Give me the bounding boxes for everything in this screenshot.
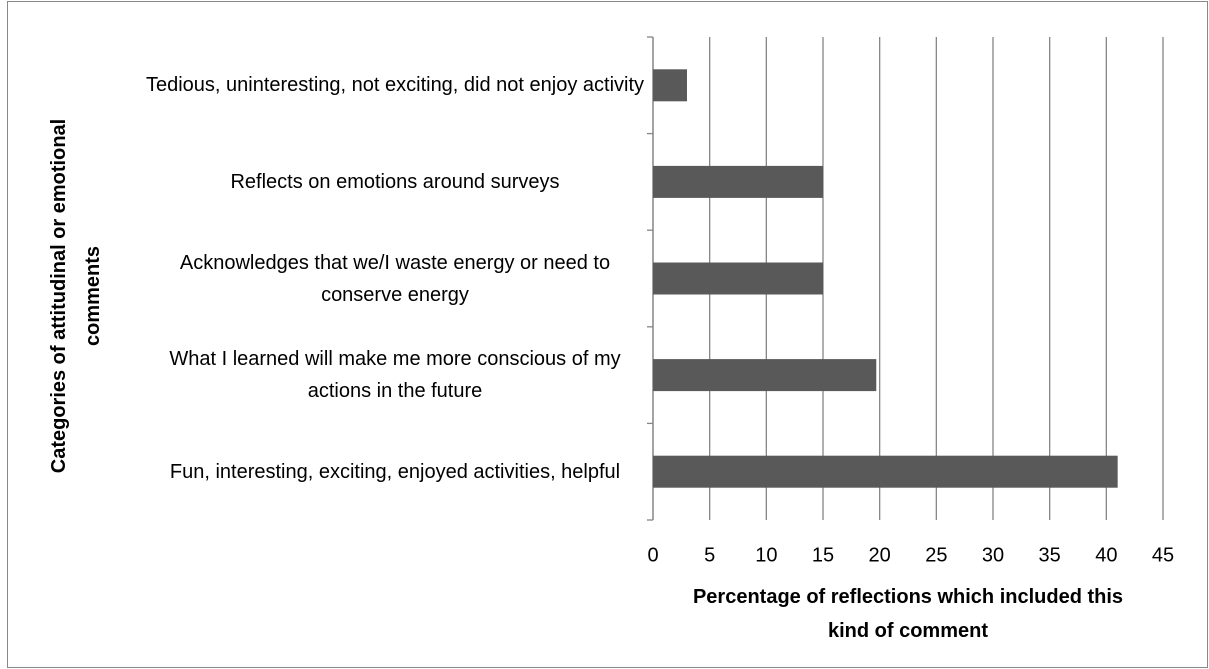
x-tick-label: 20 [869,544,891,566]
x-tick-label: 25 [925,544,947,566]
bar [653,262,823,295]
x-tick-label: 40 [1095,544,1117,566]
x-axis-title: Percentage of reflections which included… [653,580,1163,648]
bar [653,69,687,102]
category-label: Reflects on emotions around surveys [230,170,560,193]
y-axis-title-text: Categories of attitudinal or emotional c… [48,118,104,474]
x-tick-label: 45 [1152,544,1174,566]
frame [7,1,1208,668]
x-tick-label: 10 [755,544,777,566]
bar [653,455,1118,488]
category-label: What I learned will make me more conscio… [169,348,621,403]
x-tick-label: 30 [982,544,1004,566]
x-tick-label: 0 [647,544,658,566]
bar [653,359,877,392]
category-label: Fun, interesting, exciting, enjoyed acti… [169,460,621,483]
category-label: Acknowledges that we/I waste energy or n… [179,251,611,306]
y-axis-title: Categories of attitudinal or emotional c… [42,46,110,546]
x-axis-title-text: Percentage of reflections which included… [692,586,1124,642]
category-label: Tedious, uninteresting, not exciting, di… [145,74,645,97]
bar [653,165,823,198]
x-tick-label: 35 [1039,544,1061,566]
x-tick-label: 15 [812,544,834,566]
x-tick-label: 5 [704,544,715,566]
